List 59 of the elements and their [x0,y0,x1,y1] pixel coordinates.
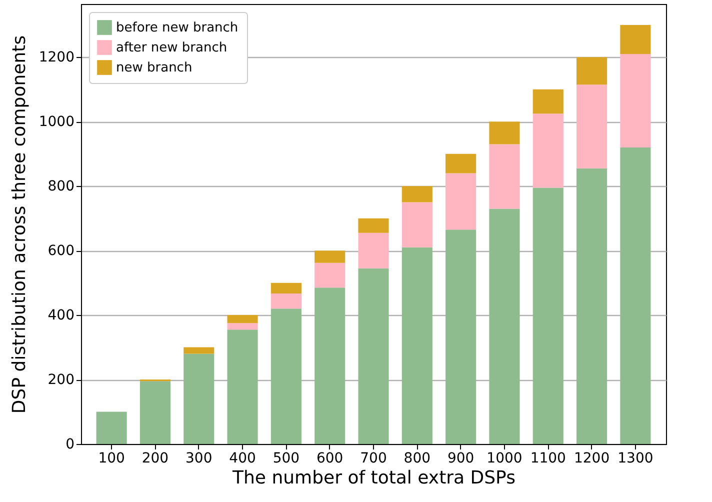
bar [620,24,651,54]
x-tick-label: 200 [142,450,169,466]
x-axis-title: The number of total extra DSPs [232,468,516,488]
bar [96,412,127,444]
bar [532,89,564,114]
x-tick-label: 1300 [618,450,654,466]
bar [227,330,258,444]
bar [402,202,432,248]
bar [314,250,346,263]
x-tick-label: 900 [447,450,474,466]
bar [270,282,302,294]
y-tick-label: 800 [48,178,74,195]
bar [402,186,432,202]
x-tick-label: 300 [186,450,212,466]
bar [489,122,520,144]
bar [446,173,476,230]
bar [576,84,608,168]
bar [140,381,170,444]
x-tick-label: 1000 [486,450,522,466]
bar [314,262,346,288]
bar [620,54,651,148]
bar [489,208,520,444]
bar [184,354,214,444]
x-tick-label: 1200 [574,450,610,466]
y-tick-label: 600 [48,243,74,260]
legend-label: after new branch [116,40,228,56]
bar [270,308,302,444]
bar [358,268,389,444]
bar [358,218,389,233]
x-tick-label: 800 [404,450,431,466]
x-tick-label: 400 [229,450,256,466]
bar [446,230,476,444]
y-tick-label: 1000 [38,114,74,130]
bar [402,247,432,444]
x-tick-label: 700 [360,450,387,466]
x-tick-label: 600 [316,450,344,466]
x-tick-label: 500 [272,450,300,466]
x-tick-label: 100 [98,450,125,466]
y-tick-label: 0 [66,436,74,452]
bar [314,288,346,444]
y-tick-label: 400 [48,308,74,324]
legend-label: new branch [116,60,192,76]
bar [446,154,476,174]
bar [532,188,564,444]
bar [184,347,214,354]
y-tick-label: 1200 [38,50,74,66]
bar [532,114,564,188]
legend-label: before new branch [116,20,238,36]
bar [358,232,389,268]
x-tick-label: 1100 [530,450,566,466]
bar [489,144,520,209]
y-axis-title: DSP distribution across three components [8,35,30,414]
bar [576,57,608,85]
y-tick-label: 200 [48,372,74,388]
bar [576,168,608,444]
bar [620,147,651,444]
bar [227,323,258,330]
bar [227,315,258,324]
bar [270,293,302,309]
